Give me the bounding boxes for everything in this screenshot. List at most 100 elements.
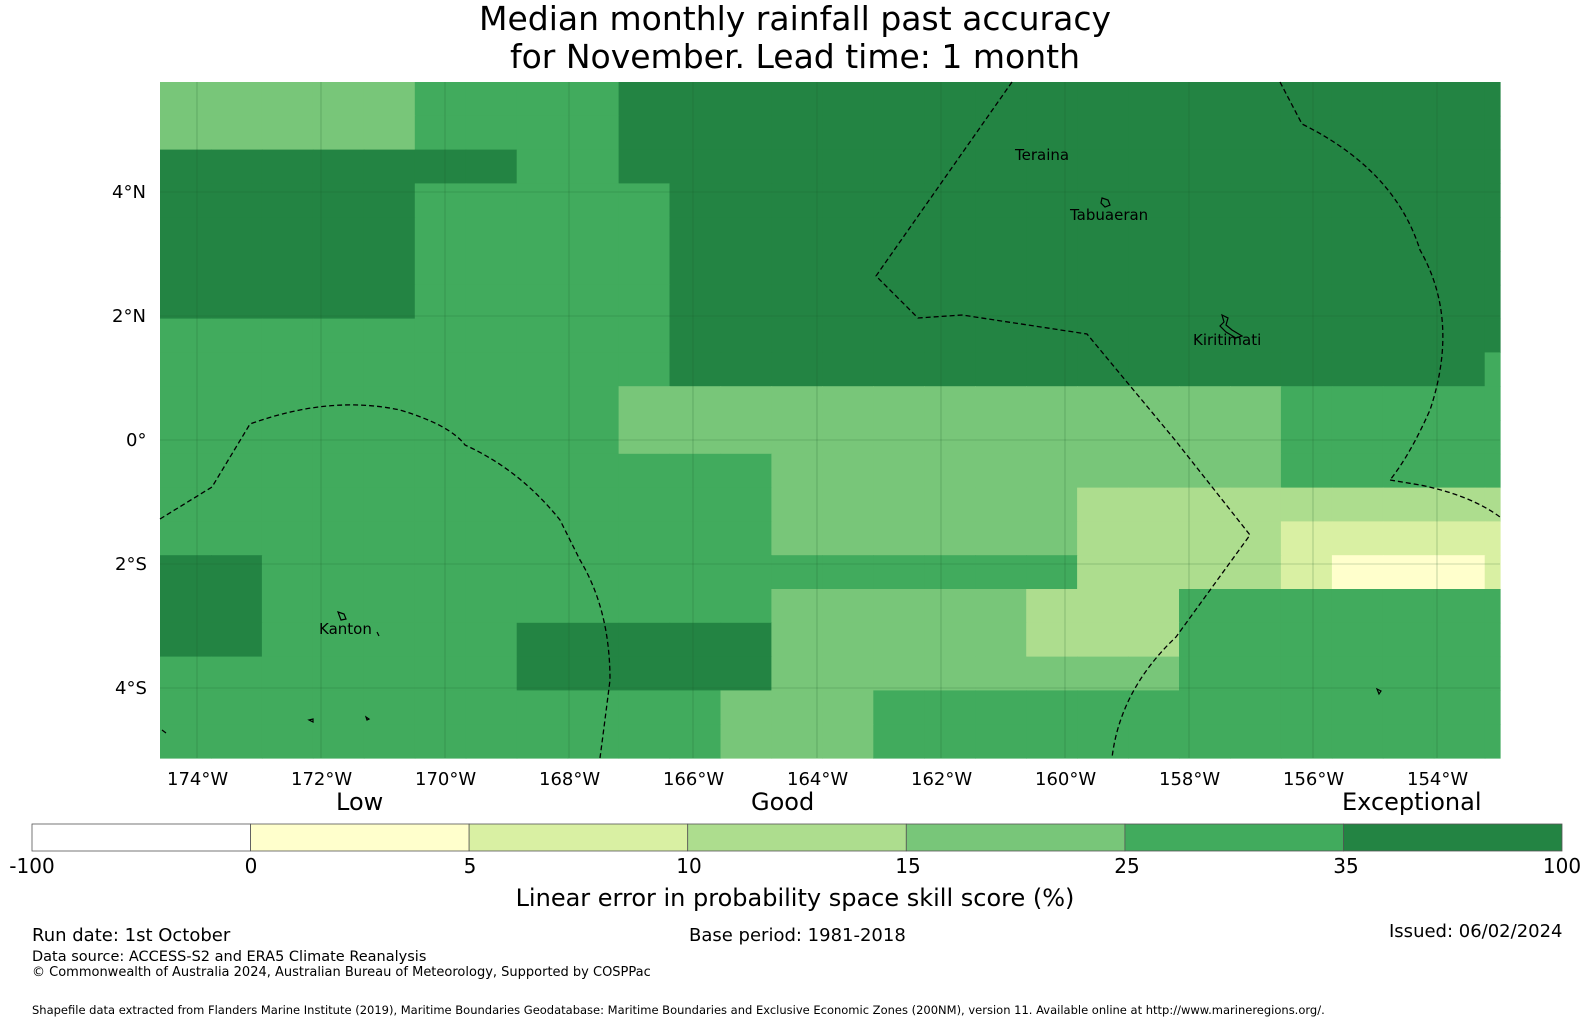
grid-cell	[1280, 149, 1333, 184]
colorbar-tick: 15	[895, 854, 921, 878]
grid-cell	[975, 487, 1027, 522]
grid-cell	[873, 724, 925, 759]
grid-cell	[720, 217, 773, 252]
grid-cell	[261, 724, 314, 759]
grid-cell	[414, 724, 467, 759]
grid-cell	[669, 622, 722, 658]
grid-cell	[1382, 115, 1435, 151]
grid-cell	[465, 487, 518, 522]
grid-cell	[516, 555, 569, 590]
grid-cell	[261, 284, 314, 320]
grid-cell	[414, 521, 467, 556]
grid-cell	[211, 386, 263, 421]
grid-cell	[720, 453, 773, 489]
grid-cell	[465, 149, 518, 184]
grid-cell	[567, 487, 620, 522]
grid-cell	[516, 318, 569, 353]
grid-cell	[1433, 724, 1486, 759]
grid-cell	[567, 82, 620, 117]
grid-cell	[465, 690, 518, 725]
grid-cell	[1331, 115, 1384, 151]
grid-cell	[1382, 555, 1435, 590]
grid-cell	[414, 589, 467, 624]
grid-cell	[516, 82, 569, 117]
grid-cell	[975, 318, 1027, 353]
grid-cell	[516, 251, 569, 286]
grid-cell	[1077, 487, 1129, 522]
grid-cell	[1128, 149, 1180, 184]
grid-cell	[873, 386, 925, 421]
grid-cell	[822, 149, 874, 184]
grid-cell	[465, 724, 518, 759]
grid-cell	[1179, 487, 1231, 522]
grid-cell	[160, 352, 212, 387]
grid-cell	[822, 690, 874, 725]
grid-cell	[669, 420, 722, 455]
grid-cell	[1230, 149, 1282, 184]
grid-cell	[822, 453, 874, 489]
grid-cell	[975, 149, 1027, 184]
grid-cell	[975, 183, 1027, 218]
grid-cell	[465, 115, 518, 151]
grid-cell	[1484, 149, 1501, 184]
grid-cell	[771, 318, 823, 353]
grid-cell	[771, 690, 823, 725]
grid-cell	[771, 487, 823, 522]
grid-cell	[720, 82, 773, 117]
grid-cell	[1077, 149, 1129, 184]
grid-cell	[414, 656, 467, 691]
grid-cell	[211, 251, 263, 286]
grid-cell	[873, 555, 925, 590]
lon-label: 174°W	[167, 769, 229, 790]
grid-cell	[1484, 724, 1501, 759]
grid-cell	[414, 622, 467, 658]
place-label-kiritimati: Kiritimati	[1193, 331, 1262, 349]
grid-cell	[618, 487, 671, 522]
grid-cell	[1382, 318, 1435, 353]
grid-cell	[975, 82, 1027, 117]
grid-cell	[211, 690, 263, 725]
grid-cell	[1280, 115, 1333, 151]
grid-cell	[211, 420, 263, 455]
grid-cell	[414, 183, 467, 218]
grid-cell	[567, 386, 620, 421]
grid-cell	[873, 284, 925, 320]
grid-cell	[363, 453, 416, 489]
grid-cell	[924, 149, 976, 184]
grid-cell	[211, 82, 263, 117]
grid-cell	[1280, 589, 1333, 624]
grid-cell	[567, 724, 620, 759]
grid-cell	[1230, 589, 1282, 624]
grid-cell	[1026, 589, 1078, 624]
grid-cell	[1128, 487, 1180, 522]
grid-cell	[1026, 318, 1078, 353]
grid-cell	[1077, 555, 1129, 590]
grid-cell	[363, 149, 416, 184]
grid-cell	[1382, 352, 1435, 387]
grid-cell	[363, 420, 416, 455]
grid-cell	[975, 251, 1027, 286]
grid-cell	[211, 149, 263, 184]
grid-cell	[516, 656, 569, 691]
grid-cell	[618, 386, 671, 421]
grid-cell	[312, 149, 365, 184]
grid-cell	[669, 352, 722, 387]
grid-cell	[465, 352, 518, 387]
grid-cell	[363, 82, 416, 117]
colorbar-segment	[905, 823, 1126, 852]
grid-cell	[312, 420, 365, 455]
grid-cell	[465, 82, 518, 117]
grid-cell	[363, 690, 416, 725]
grid-cell	[1179, 149, 1231, 184]
grid-cell	[1484, 352, 1501, 387]
grid-cell	[1280, 386, 1333, 421]
grid-cell	[516, 724, 569, 759]
grid-cell	[363, 656, 416, 691]
grid-cell	[1280, 690, 1333, 725]
grid-cell	[363, 487, 416, 522]
grid-cell	[1433, 318, 1486, 353]
grid-cell	[1179, 555, 1231, 590]
grid-cell	[771, 183, 823, 218]
grid-cell	[1077, 284, 1129, 320]
grid-cell	[363, 622, 416, 658]
